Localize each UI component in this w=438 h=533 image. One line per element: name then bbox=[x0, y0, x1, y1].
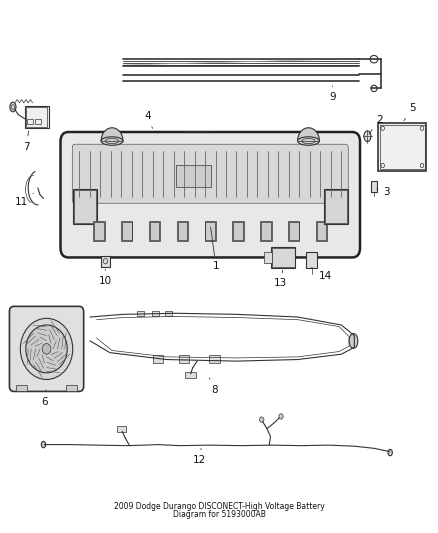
FancyBboxPatch shape bbox=[10, 306, 84, 391]
Ellipse shape bbox=[388, 449, 392, 456]
Wedge shape bbox=[297, 128, 319, 141]
FancyBboxPatch shape bbox=[60, 132, 360, 257]
Text: 6: 6 bbox=[41, 390, 48, 407]
Ellipse shape bbox=[297, 137, 319, 146]
Bar bbox=[122, 222, 131, 240]
Bar bbox=[25, 106, 49, 128]
Bar bbox=[185, 372, 196, 378]
Bar bbox=[233, 221, 244, 241]
Bar bbox=[265, 252, 272, 263]
Text: Diagram for 5193000AB: Diagram for 5193000AB bbox=[173, 510, 265, 519]
Bar bbox=[179, 356, 189, 363]
Bar bbox=[272, 248, 294, 266]
Bar bbox=[94, 222, 104, 240]
Text: 2: 2 bbox=[369, 115, 383, 134]
Bar bbox=[121, 221, 132, 241]
Bar bbox=[149, 221, 160, 241]
Bar bbox=[35, 119, 41, 124]
Bar bbox=[316, 221, 327, 241]
Bar bbox=[137, 311, 144, 317]
Bar bbox=[325, 190, 347, 223]
Text: 5: 5 bbox=[404, 103, 416, 120]
Text: 3: 3 bbox=[377, 187, 389, 197]
Bar bbox=[272, 247, 295, 268]
Bar bbox=[117, 426, 126, 432]
Bar bbox=[176, 165, 211, 187]
FancyBboxPatch shape bbox=[72, 144, 348, 203]
Bar bbox=[93, 221, 105, 241]
Text: 8: 8 bbox=[209, 378, 218, 394]
Bar bbox=[26, 107, 47, 127]
Text: 10: 10 bbox=[99, 269, 112, 286]
Ellipse shape bbox=[42, 344, 51, 354]
Bar bbox=[150, 222, 159, 240]
Bar bbox=[27, 119, 33, 124]
Ellipse shape bbox=[101, 137, 123, 146]
Bar bbox=[205, 222, 215, 240]
Bar bbox=[289, 222, 299, 240]
Bar bbox=[306, 252, 317, 268]
Bar bbox=[261, 222, 271, 240]
Text: 9: 9 bbox=[329, 86, 336, 102]
Bar bbox=[74, 190, 96, 223]
Ellipse shape bbox=[10, 102, 16, 112]
Bar bbox=[209, 356, 220, 363]
Bar bbox=[101, 256, 110, 266]
Bar bbox=[324, 189, 348, 224]
Ellipse shape bbox=[41, 441, 46, 448]
Bar bbox=[165, 311, 172, 317]
Bar bbox=[178, 222, 187, 240]
Bar bbox=[260, 221, 272, 241]
Ellipse shape bbox=[279, 414, 283, 419]
Text: 2009 Dodge Durango DISCONECT-High Voltage Battery: 2009 Dodge Durango DISCONECT-High Voltag… bbox=[113, 502, 325, 511]
Text: 11: 11 bbox=[14, 193, 33, 207]
Bar bbox=[152, 356, 163, 363]
Bar bbox=[66, 385, 77, 391]
Bar bbox=[177, 221, 188, 241]
Bar bbox=[317, 222, 326, 240]
Ellipse shape bbox=[364, 131, 371, 142]
Bar bbox=[16, 385, 27, 391]
Ellipse shape bbox=[349, 334, 358, 349]
Text: 13: 13 bbox=[273, 270, 287, 288]
Text: 12: 12 bbox=[193, 448, 206, 465]
Bar bbox=[73, 189, 97, 224]
Bar bbox=[205, 221, 216, 241]
Bar bbox=[152, 311, 159, 317]
Text: 1: 1 bbox=[211, 227, 219, 271]
Bar bbox=[378, 123, 426, 171]
Wedge shape bbox=[101, 128, 123, 141]
Ellipse shape bbox=[20, 318, 73, 379]
Text: 14: 14 bbox=[311, 268, 332, 280]
Text: 7: 7 bbox=[23, 131, 29, 151]
Bar bbox=[380, 125, 425, 168]
Bar bbox=[288, 221, 300, 241]
Bar bbox=[233, 222, 243, 240]
Bar bbox=[371, 181, 378, 192]
Ellipse shape bbox=[26, 325, 67, 373]
Text: 4: 4 bbox=[145, 111, 152, 128]
Ellipse shape bbox=[260, 417, 264, 422]
